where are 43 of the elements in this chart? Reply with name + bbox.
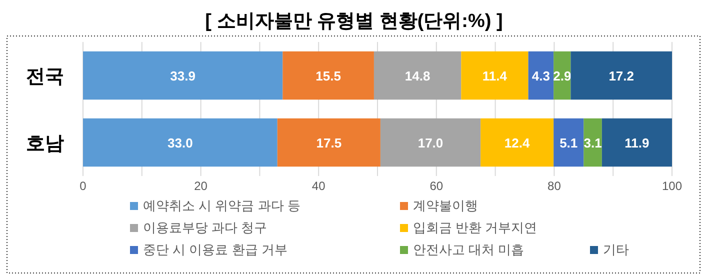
x-tick-label: 100: [662, 179, 682, 193]
data-label: 11.9: [624, 136, 650, 150]
data-label: 17.2: [608, 68, 634, 84]
bar: [570, 51, 672, 100]
data-label: 33.0: [168, 136, 193, 150]
bar: [584, 118, 602, 167]
bar: [380, 118, 481, 167]
data-label: 11.4: [482, 68, 508, 84]
x-tick-label: 60: [430, 179, 444, 193]
data-label: 12.4: [504, 136, 531, 150]
bar: [282, 51, 374, 100]
bar: [480, 118, 554, 167]
data-label: 5.1: [560, 136, 578, 150]
data-label: 2.9: [553, 68, 572, 84]
bar: [277, 118, 380, 167]
x-tick-label: 80: [548, 179, 562, 193]
legend-label: 입회금 반환 거부지연: [413, 220, 538, 235]
legend-label: 계약불이행: [413, 198, 478, 213]
bar: [602, 118, 672, 167]
legend-label: 이용료부당 과다 청구: [143, 220, 268, 235]
bar: [83, 118, 278, 167]
bar: [528, 51, 554, 100]
legend-label: 안전사고 대처 미흡: [413, 242, 524, 257]
x-tick-label: 40: [312, 179, 326, 193]
bar: [374, 51, 462, 100]
x-tick-label: 20: [194, 179, 208, 193]
bar: [554, 118, 584, 167]
chart-title: [ 소비자불만 유형별 현황(단위:%) ]: [205, 11, 503, 32]
data-label: 3.1: [584, 136, 602, 150]
bar: [83, 51, 283, 100]
bar: [461, 51, 528, 100]
legend-label: 중단 시 이용료 환급 거부: [143, 242, 288, 257]
data-label: 4.3: [532, 68, 550, 84]
y-tick-label: 호남: [26, 134, 64, 154]
y-tick-label: 전국: [26, 66, 64, 88]
legend-label: 기타: [603, 242, 629, 257]
data-label: 14.8: [404, 68, 430, 84]
x-tick-label: 0: [80, 179, 87, 193]
data-label: 33.9: [170, 68, 196, 84]
data-label: 17.5: [316, 136, 342, 150]
data-label: 17.0: [418, 136, 444, 150]
legend-label: 예약취소 시 위약금 과다 등: [143, 198, 300, 213]
data-label: 15.5: [316, 68, 341, 84]
